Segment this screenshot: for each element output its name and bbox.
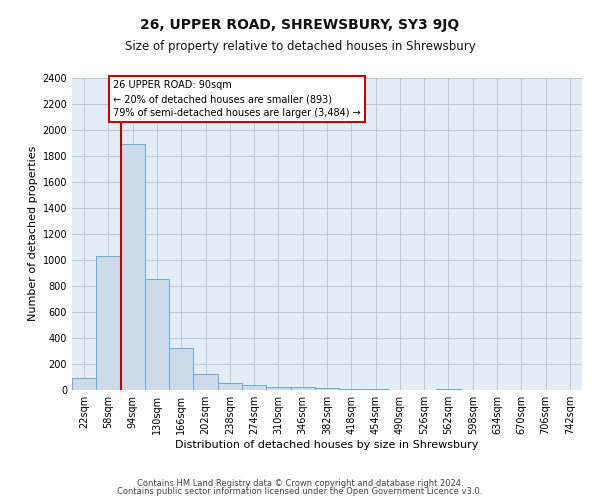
Text: Contains public sector information licensed under the Open Government Licence v3: Contains public sector information licen… xyxy=(118,487,482,496)
Bar xyxy=(339,388,364,390)
Text: 26, UPPER ROAD, SHREWSBURY, SY3 9JQ: 26, UPPER ROAD, SHREWSBURY, SY3 9JQ xyxy=(140,18,460,32)
Bar xyxy=(145,278,169,390)
Y-axis label: Number of detached properties: Number of detached properties xyxy=(28,146,38,322)
Bar xyxy=(315,388,339,390)
Bar xyxy=(121,144,145,390)
Bar xyxy=(266,386,290,390)
X-axis label: Distribution of detached houses by size in Shrewsbury: Distribution of detached houses by size … xyxy=(175,440,479,450)
Bar xyxy=(96,256,121,390)
Bar xyxy=(193,374,218,390)
Bar xyxy=(242,386,266,390)
Text: 26 UPPER ROAD: 90sqm
← 20% of detached houses are smaller (893)
79% of semi-deta: 26 UPPER ROAD: 90sqm ← 20% of detached h… xyxy=(113,80,361,118)
Bar xyxy=(169,348,193,390)
Bar xyxy=(290,388,315,390)
Text: Contains HM Land Registry data © Crown copyright and database right 2024.: Contains HM Land Registry data © Crown c… xyxy=(137,478,463,488)
Text: Size of property relative to detached houses in Shrewsbury: Size of property relative to detached ho… xyxy=(125,40,475,53)
Bar xyxy=(72,378,96,390)
Bar xyxy=(218,383,242,390)
